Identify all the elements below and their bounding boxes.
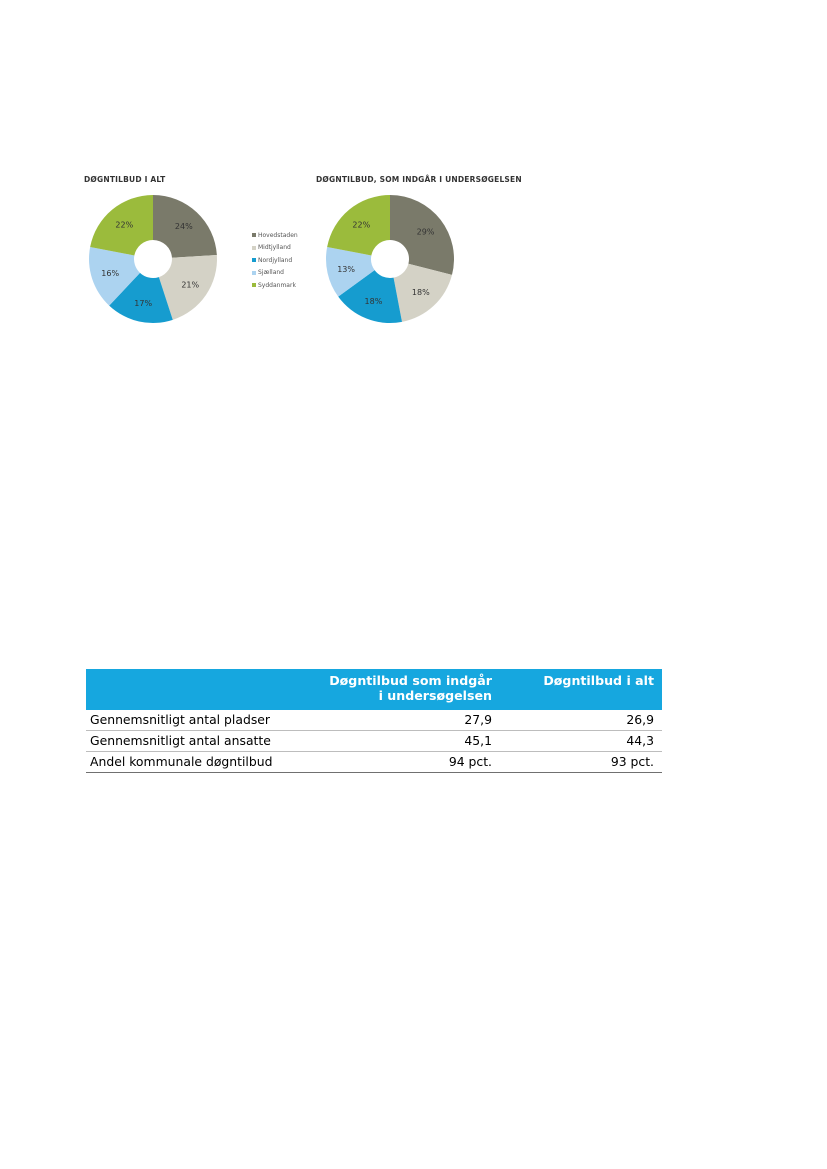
legend-swatch bbox=[252, 233, 256, 238]
comparison-table: Døgntilbud som indgår i undersøgelsen Dø… bbox=[86, 669, 662, 773]
chart-legend: Hovedstaden Midtjylland Nordjylland Sjæl… bbox=[252, 229, 298, 292]
legend-item-hovedstaden: Hovedstaden bbox=[252, 229, 298, 242]
row-value-total: 93 pct. bbox=[498, 751, 662, 773]
table-header-included-line2: i undersøgelsen bbox=[378, 688, 492, 703]
legend-label: Sjælland bbox=[258, 269, 284, 277]
legend-item-midtjylland: Midtjylland bbox=[252, 242, 298, 255]
row-value-included: 94 pct. bbox=[318, 751, 498, 773]
legend-label: Syddanmark bbox=[258, 281, 296, 289]
table-header-included-line1: Døgntilbud som indgår bbox=[329, 673, 492, 688]
legend-swatch bbox=[252, 245, 256, 250]
pie-slice-label: 24% bbox=[175, 222, 193, 231]
pie-slice-label: 17% bbox=[134, 299, 152, 308]
table-header-blank bbox=[86, 669, 318, 710]
table-row: Gennemsnitligt antal pladser 27,9 26,9 bbox=[86, 710, 662, 731]
pie-slice-syddanmark bbox=[90, 195, 153, 256]
row-label: Gennemsnitligt antal pladser bbox=[86, 710, 318, 731]
pie-slice-label: 29% bbox=[417, 227, 435, 236]
table-header-row: Døgntilbud som indgår i undersøgelsen Dø… bbox=[86, 669, 662, 710]
chart-title-included: DØGNTILBUD, SOM INDGÅR I UNDERSØGELSEN bbox=[316, 175, 522, 184]
pie-slice-syddanmark bbox=[327, 195, 390, 256]
pie-slice-label: 22% bbox=[352, 220, 370, 229]
legend-swatch bbox=[252, 270, 256, 275]
legend-label: Midtjylland bbox=[258, 244, 291, 252]
pie-slice-label: 13% bbox=[337, 265, 355, 274]
pie-slice-label: 18% bbox=[365, 297, 383, 306]
pie-slice-label: 22% bbox=[115, 220, 133, 229]
table-row: Andel kommunale døgntilbud 94 pct. 93 pc… bbox=[86, 751, 662, 773]
legend-swatch bbox=[252, 258, 256, 263]
row-label: Andel kommunale døgntilbud bbox=[86, 751, 318, 773]
legend-item-nordjylland: Nordjylland bbox=[252, 254, 298, 267]
pie-slice-sjaelland bbox=[89, 247, 140, 306]
pie-slice-label: 21% bbox=[181, 280, 199, 289]
table-header-total-label: Døgntilbud i alt bbox=[543, 673, 654, 688]
legend-item-sjaelland: Sjælland bbox=[252, 267, 298, 280]
pie-slice-label: 16% bbox=[101, 269, 119, 278]
row-value-included: 27,9 bbox=[318, 710, 498, 731]
pie-slice-nordjylland bbox=[109, 272, 173, 323]
pie-slice-hovedstaden bbox=[153, 195, 217, 258]
row-value-included: 45,1 bbox=[318, 730, 498, 752]
table-header-total: Døgntilbud i alt bbox=[498, 669, 662, 710]
legend-swatch bbox=[252, 283, 256, 288]
legend-label: Hovedstaden bbox=[258, 231, 298, 239]
table-header-included: Døgntilbud som indgår i undersøgelsen bbox=[318, 669, 498, 710]
legend-item-syddanmark: Syddanmark bbox=[252, 279, 298, 292]
pie-slice-sjaelland bbox=[326, 247, 375, 297]
pie-slice-nordjylland bbox=[338, 270, 402, 323]
pie-slice-midtjylland bbox=[393, 263, 452, 322]
row-value-total: 44,3 bbox=[498, 730, 662, 752]
legend-label: Nordjylland bbox=[258, 256, 293, 264]
pie-slice-midtjylland bbox=[158, 254, 217, 320]
row-label: Gennemsnitligt antal ansatte bbox=[86, 730, 318, 752]
pie-slice-label: 18% bbox=[412, 288, 430, 297]
chart-title-total: DØGNTILBUD I ALT bbox=[84, 175, 166, 184]
row-value-total: 26,9 bbox=[498, 710, 662, 731]
pie-slice-hovedstaden bbox=[390, 195, 454, 275]
pie-chart-total: 24% 21% 17% 16% 22% bbox=[89, 195, 217, 323]
pie-chart-included: 29% 18% 18% 13% 22% bbox=[326, 195, 454, 323]
table-row: Gennemsnitligt antal ansatte 45,1 44,3 bbox=[86, 730, 662, 752]
